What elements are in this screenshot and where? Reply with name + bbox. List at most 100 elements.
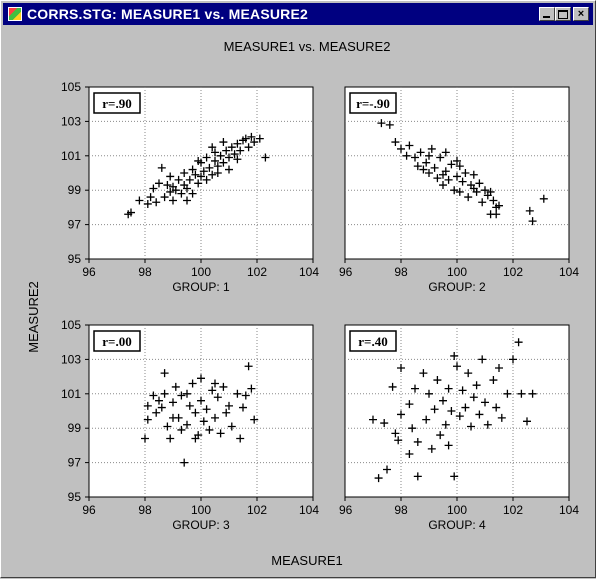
data-point	[233, 389, 242, 398]
data-point	[169, 413, 177, 422]
data-point	[216, 151, 225, 160]
data-point	[411, 153, 419, 162]
data-point	[211, 413, 219, 422]
data-point	[191, 170, 200, 179]
data-point	[191, 434, 200, 443]
data-point	[509, 355, 517, 364]
data-point	[247, 384, 256, 393]
data-point	[185, 401, 194, 410]
data-point	[155, 396, 163, 405]
app-icon[interactable]	[8, 7, 22, 21]
data-point	[464, 193, 473, 202]
data-point	[171, 382, 180, 391]
correlation-annotation: r=.40	[349, 330, 397, 352]
data-point	[208, 143, 217, 152]
y-tick-label: 101	[61, 149, 81, 163]
title-bar[interactable]: CORRS.STG: MEASURE1 vs. MEASURE2 ×	[3, 3, 593, 25]
data-point	[225, 401, 233, 410]
data-point	[374, 474, 383, 483]
x-tick-label: 98	[394, 265, 408, 279]
data-point	[425, 151, 433, 160]
data-point	[439, 170, 447, 179]
data-point	[183, 389, 191, 398]
y-tick-label: 105	[61, 80, 81, 94]
data-point	[211, 156, 219, 165]
panel-3: 96 98 100 102 104 95 97 99 101 103 105 GROUP: 3 r=.0…	[61, 318, 319, 532]
data-point	[211, 379, 219, 388]
data-point	[163, 422, 172, 431]
data-point	[177, 425, 186, 434]
x-tick-label: 98	[138, 503, 152, 517]
maximize-icon[interactable]	[555, 7, 571, 21]
data-point	[444, 384, 453, 393]
data-point	[461, 403, 470, 412]
annotation-box	[93, 92, 141, 114]
y-tick-label: 97	[68, 218, 82, 232]
data-point	[411, 384, 419, 393]
data-point	[160, 193, 169, 202]
data-point	[222, 146, 231, 155]
data-point	[183, 196, 191, 205]
data-point	[225, 153, 233, 162]
correlation-annotation: r=.90	[93, 92, 141, 114]
data-point	[135, 196, 144, 205]
data-point	[157, 163, 166, 172]
data-point	[444, 441, 453, 450]
data-point	[425, 169, 433, 177]
data-point	[241, 391, 250, 400]
data-point	[455, 412, 464, 421]
close-icon[interactable]: ×	[573, 7, 589, 21]
annotation-box	[349, 92, 397, 114]
data-point	[444, 175, 453, 184]
data-point	[489, 196, 498, 205]
data-point	[177, 391, 186, 400]
data-point	[255, 134, 264, 143]
data-point	[492, 403, 501, 412]
data-point	[188, 189, 197, 198]
data-point	[155, 179, 163, 188]
data-point	[211, 148, 219, 157]
panel-label: GROUP: 2	[428, 280, 486, 294]
data-point	[194, 179, 203, 188]
data-point	[495, 364, 503, 372]
data-point	[450, 472, 459, 481]
x-tick-label: 102	[247, 265, 267, 279]
data-point	[419, 165, 428, 174]
data-point	[405, 141, 414, 150]
data-point	[419, 369, 428, 378]
data-point	[199, 417, 208, 426]
annotation-text: r=-.90	[356, 96, 390, 111]
data-point	[143, 401, 152, 410]
y-tick-label: 95	[68, 252, 82, 266]
data-point	[205, 163, 214, 172]
data-point	[455, 162, 464, 171]
x-tick-label: 104	[299, 265, 319, 279]
correlation-annotation: r=-.90	[349, 92, 397, 114]
data-point	[405, 450, 414, 458]
panel-label: GROUP: 3	[172, 518, 230, 532]
data-point	[436, 153, 445, 162]
data-point	[250, 415, 259, 424]
data-point	[481, 186, 489, 195]
data-point	[492, 203, 501, 212]
minimize-icon[interactable]	[539, 7, 555, 21]
data-point	[427, 444, 436, 453]
data-point	[514, 338, 523, 347]
data-point	[152, 408, 161, 417]
data-point	[517, 389, 526, 398]
data-point	[152, 198, 161, 207]
data-point	[402, 151, 411, 160]
data-point	[143, 199, 152, 208]
data-point	[202, 175, 211, 184]
data-point	[385, 120, 394, 129]
data-point	[478, 198, 487, 207]
data-point	[166, 172, 175, 181]
data-point	[174, 175, 183, 184]
data-point	[453, 172, 461, 181]
data-point	[503, 389, 512, 398]
data-point	[213, 393, 222, 402]
data-point	[453, 362, 461, 371]
data-point	[472, 381, 481, 390]
